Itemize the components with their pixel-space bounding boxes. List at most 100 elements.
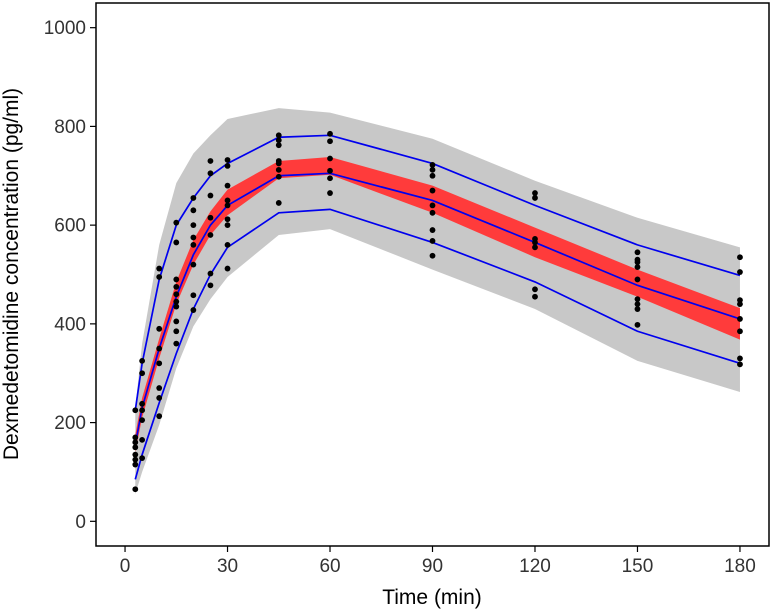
observed-point	[156, 345, 163, 352]
observed-point	[207, 282, 214, 289]
observed-point	[275, 142, 282, 149]
observed-point	[737, 355, 743, 362]
y-tick-label: 0	[75, 512, 86, 533]
observed-point	[224, 241, 231, 248]
observed-point	[207, 214, 214, 221]
x-tick-label: 180	[724, 556, 756, 577]
observed-point	[737, 269, 743, 275]
observed-point	[532, 244, 538, 251]
observed-point	[327, 130, 333, 137]
observed-point	[327, 138, 333, 145]
observed-point	[173, 276, 180, 283]
observed-point	[139, 417, 146, 424]
observed-point	[207, 270, 214, 277]
plot-area	[132, 108, 743, 495]
observed-point	[275, 132, 282, 139]
observed-point	[532, 286, 538, 293]
observed-point	[327, 167, 333, 174]
y-tick-label: 1000	[44, 18, 86, 39]
observed-point	[429, 162, 436, 168]
observed-point	[737, 254, 743, 261]
observed-point	[224, 265, 231, 272]
observed-point	[173, 283, 180, 290]
observed-point	[275, 166, 282, 173]
observed-point	[190, 234, 197, 241]
observed-point	[207, 232, 214, 238]
observed-point	[737, 297, 743, 304]
y-axis-title: Dexmedetomidine concentration (pg/ml)	[0, 88, 23, 460]
observed-point	[634, 249, 641, 256]
observed-point	[173, 303, 180, 310]
observed-point	[737, 328, 743, 335]
observed-point	[429, 172, 436, 179]
y-tick-label: 200	[54, 413, 86, 434]
axes: 0 200 400 600 800 1000 0 30 60 90 120 150 180	[44, 18, 756, 577]
observed-point	[532, 293, 538, 300]
observed-point	[132, 461, 139, 468]
observed-point	[429, 202, 436, 209]
observed-point	[429, 227, 436, 233]
observed-point	[190, 307, 197, 313]
x-tick-label: 30	[217, 556, 238, 577]
observed-point	[224, 157, 231, 163]
observed-point	[132, 434, 139, 441]
observed-point	[190, 241, 197, 248]
observed-point	[737, 316, 743, 322]
observed-point	[429, 166, 436, 173]
observed-point	[190, 222, 197, 229]
observed-point	[132, 486, 139, 493]
observed-point	[634, 301, 641, 308]
observed-point	[224, 197, 231, 204]
observed-point	[207, 158, 214, 164]
observed-point	[532, 236, 538, 242]
observed-point	[139, 400, 146, 407]
observed-point	[429, 238, 436, 244]
observed-point	[173, 291, 180, 298]
y-tick-label: 600	[54, 216, 86, 237]
observed-point	[275, 200, 282, 206]
observed-point	[173, 340, 180, 347]
observed-point	[156, 325, 163, 332]
observed-point	[190, 207, 197, 214]
observed-point	[429, 187, 436, 194]
observed-point	[173, 219, 180, 226]
observed-point	[634, 276, 641, 283]
observed-point	[139, 357, 146, 364]
x-tick-label: 90	[422, 556, 443, 577]
observed-point	[190, 261, 197, 268]
x-tick-label: 120	[519, 556, 551, 577]
observed-point	[156, 413, 163, 420]
observed-point	[429, 252, 436, 259]
x-tick-label: 60	[319, 556, 340, 577]
observed-point	[139, 370, 146, 377]
observed-point	[207, 192, 214, 199]
observed-point	[224, 202, 231, 209]
x-tick-label: 0	[120, 556, 131, 577]
x-axis-title: Time (min)	[382, 586, 482, 609]
observed-point	[132, 439, 139, 446]
y-tick-label: 400	[54, 314, 86, 335]
observed-point	[224, 222, 231, 229]
observed-point	[173, 318, 180, 325]
observed-point	[224, 163, 231, 169]
observed-point	[327, 155, 333, 162]
observed-point	[207, 170, 214, 177]
observed-point	[327, 175, 333, 182]
observed-point	[156, 395, 163, 401]
x-tick-label: 150	[622, 556, 654, 577]
observed-point	[224, 182, 231, 189]
observed-point	[737, 361, 743, 368]
observed-point	[275, 173, 282, 180]
observed-point	[190, 195, 197, 201]
observed-point	[156, 265, 163, 272]
observed-point	[634, 296, 641, 303]
observed-point	[132, 444, 139, 451]
observed-point	[132, 456, 139, 463]
observed-point	[327, 190, 333, 196]
observed-point	[156, 385, 163, 391]
observed-point	[156, 360, 163, 367]
observed-point	[139, 436, 146, 443]
outer-prediction-band	[135, 108, 740, 495]
observed-point	[275, 158, 282, 164]
